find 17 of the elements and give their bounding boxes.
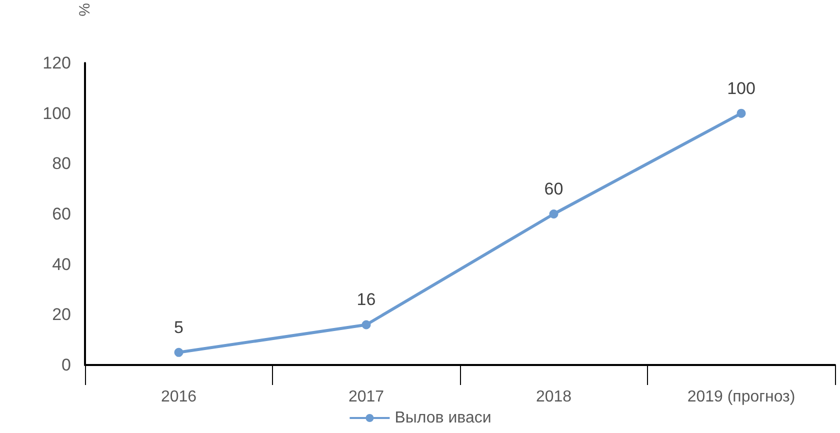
y-tick-label: 20 <box>52 305 71 324</box>
data-label: 5 <box>174 318 184 337</box>
y-tick-label: 120 <box>42 54 71 72</box>
y-tick-label: 100 <box>42 104 71 123</box>
y-tick-label: 60 <box>52 204 71 224</box>
y-tick-label: 40 <box>52 254 71 274</box>
y-tick-label: 80 <box>52 154 71 174</box>
y-tick-label: 0 <box>62 356 71 374</box>
legend-label: Вылов иваси <box>394 410 492 426</box>
data-label: 16 <box>356 290 376 310</box>
x-tick-label: 2018 <box>536 388 572 406</box>
y-axis-title: % <box>76 3 94 16</box>
x-tick-label: 2019 (прогноз) <box>687 388 796 406</box>
x-tick-label: 2017 <box>348 388 384 406</box>
data-label: 100 <box>727 78 756 98</box>
x-tick-label: 2016 <box>160 388 197 406</box>
data-label: 60 <box>544 180 564 198</box>
